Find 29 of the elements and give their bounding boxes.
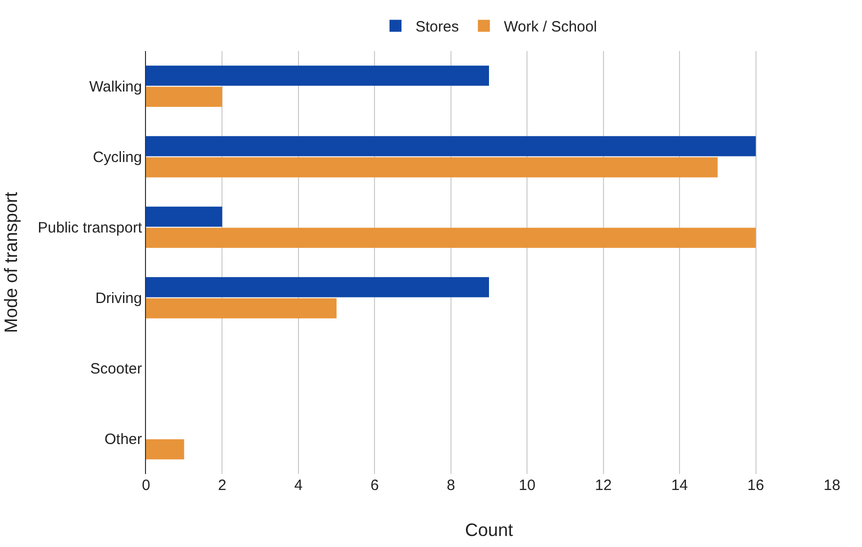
bar xyxy=(146,439,184,460)
bar xyxy=(146,228,756,248)
legend-label: Stores xyxy=(416,18,459,36)
x-tick-label: 2 xyxy=(218,477,226,494)
x-tick-label: 14 xyxy=(671,477,688,494)
bar xyxy=(146,298,337,318)
bar xyxy=(146,157,718,178)
y-tick-label: Public transport xyxy=(38,220,143,236)
x-tick-label: 12 xyxy=(594,477,612,494)
bar xyxy=(146,277,489,298)
y-tick-label: Other xyxy=(104,431,142,448)
y-tick-label: Cycling xyxy=(92,149,142,166)
legend-label: Work / School xyxy=(504,18,597,36)
x-tick-label: 6 xyxy=(370,477,379,494)
x-tick-label: 0 xyxy=(142,477,150,494)
x-tick-label: 16 xyxy=(747,477,764,494)
y-tick-label: Walking xyxy=(89,78,142,96)
y-tick-label: Scooter xyxy=(90,360,142,378)
y-axis-title: Mode of transport xyxy=(0,192,21,334)
bar xyxy=(146,136,756,156)
bar xyxy=(146,66,489,86)
y-tick-label: Driving xyxy=(95,290,142,307)
x-tick-label: 8 xyxy=(446,477,456,494)
bar xyxy=(146,86,222,107)
x-tick-label: 10 xyxy=(518,477,536,494)
bar xyxy=(146,206,222,227)
x-tick-label: 18 xyxy=(824,477,840,494)
x-tick-label: 4 xyxy=(294,477,303,494)
x-axis-title: Count xyxy=(464,520,514,540)
